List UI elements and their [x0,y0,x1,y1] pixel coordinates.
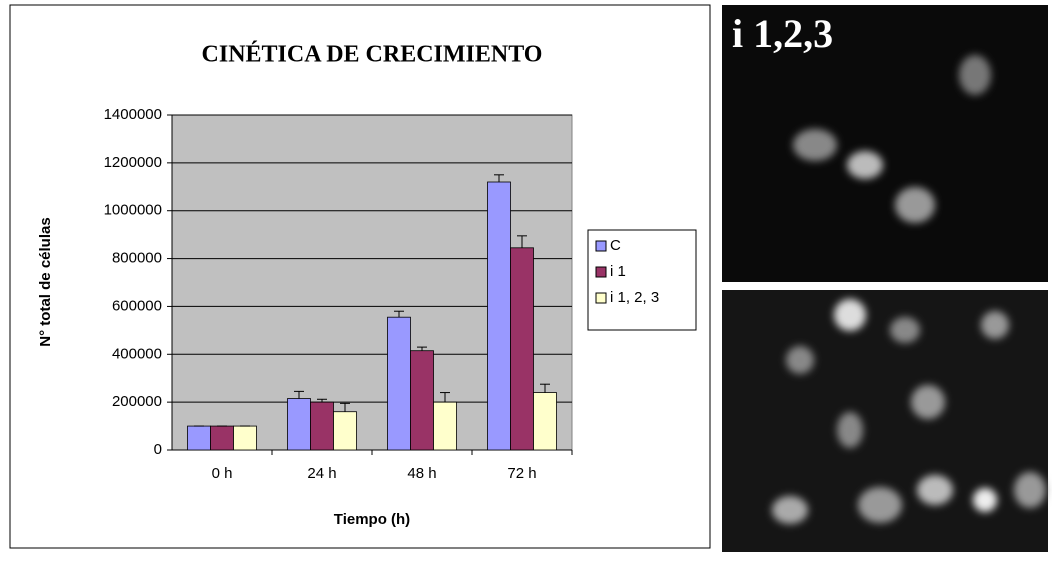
bar [387,316,411,451]
bar [233,425,257,451]
error-bar [440,392,450,403]
error-bar [394,310,404,318]
cell [959,55,991,95]
chart-title: CINÉTICA DE CRECIMIENTO [202,42,543,68]
y-tick-label: 0 [154,441,162,458]
bar [210,425,234,451]
error-bar [317,398,327,403]
bar [433,401,457,451]
cell [973,488,997,512]
cell [917,475,953,505]
error-bar [517,235,527,248]
error-bar [540,383,550,393]
legend-swatch [595,292,607,304]
cell [786,346,814,374]
y-axis-label: N° total de células [37,217,54,346]
cell [858,487,902,523]
x-tick-label: 72 h [507,465,536,482]
bar [510,247,534,451]
y-tick-label: 800000 [112,250,162,267]
x-tick-label: 48 h [407,465,436,482]
cell [772,496,808,524]
error-bar [494,174,504,182]
x-axis-label: Tiempo (h) [334,511,410,528]
y-tick-label: 600000 [112,297,162,314]
legend-label: i 1 [610,263,626,280]
cells [772,55,1046,524]
cell [911,385,945,419]
error-bar [294,390,304,399]
cell [837,412,863,448]
x-tick-label: 24 h [307,465,336,482]
legend-swatch [595,266,607,278]
error-bar [340,402,350,412]
micrograph-top [722,5,1048,282]
cell [847,151,883,179]
cell [895,187,935,223]
plot: 0 200000 400000 600000 800000 1000000 1200000 1… [104,106,573,482]
cell [834,299,866,331]
micrograph-label: i 1,2,3 [732,11,833,56]
bar [333,411,357,451]
y-tick-label: 1400000 [104,106,162,123]
bar [187,425,211,451]
bar [287,398,311,451]
legend-label: C [610,237,621,254]
bar [410,350,434,451]
y-tick-label: 1000000 [104,202,162,219]
bar [487,181,511,451]
cell [981,311,1009,339]
legend-swatch [595,240,607,252]
y-tick-label: 1200000 [104,154,162,171]
y-tick-label: 200000 [112,393,162,410]
cell [1014,472,1046,508]
bar [310,401,334,451]
x-tick-label: 0 h [212,465,233,482]
error-bar [417,346,427,351]
legend-label: i 1, 2, 3 [610,289,659,306]
cell [890,317,920,343]
y-tick-label: 400000 [112,345,162,362]
micrographs: i 1,2,3 [722,5,1048,552]
bar [533,392,557,451]
cell [793,129,837,161]
